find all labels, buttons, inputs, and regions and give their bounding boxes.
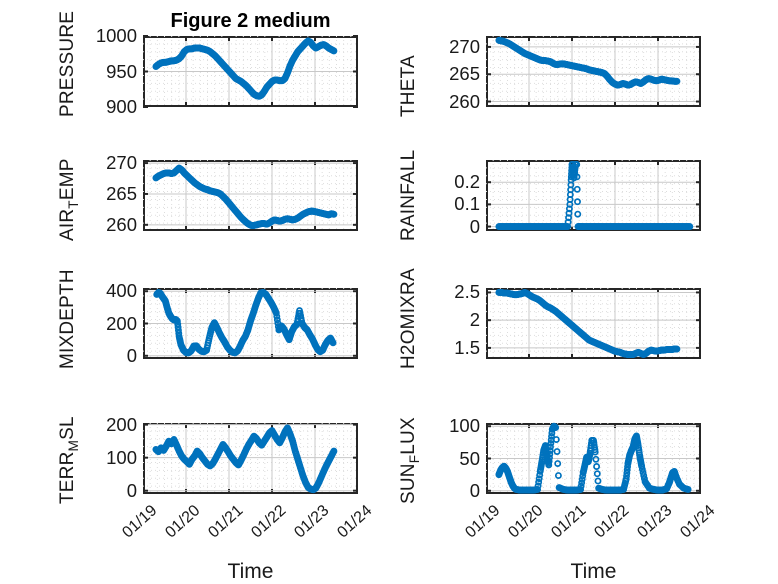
data-series-air_temp — [152, 164, 338, 229]
y-tick-label: 0.1 — [454, 193, 480, 215]
y-axis-label-text: SUNFLUX — [398, 417, 422, 504]
y-tick-label: 900 — [106, 96, 137, 117]
x-axis-label: Time — [570, 560, 617, 583]
data-series-sun_flux — [495, 422, 692, 494]
plot-canvas — [143, 160, 358, 231]
plot-area — [143, 160, 358, 231]
y-axis-label: SUNFLUX — [398, 417, 422, 504]
plot-area — [486, 160, 701, 231]
y-tick-label: 0 — [469, 215, 480, 237]
figure-title: Figure 2 medium — [170, 10, 331, 32]
plot-canvas — [143, 35, 358, 108]
y-tick-label: 265 — [106, 182, 137, 204]
data-series-mixdepth — [153, 289, 337, 357]
y-tick-label: 950 — [106, 60, 137, 82]
y-tick-label: 100 — [449, 415, 480, 437]
x-axis-label: Time — [227, 560, 274, 583]
data-series-theta — [495, 36, 681, 89]
y-tick-label: 400 — [106, 280, 137, 302]
plot-canvas — [486, 288, 701, 359]
y-tick-label: 260 — [106, 213, 137, 235]
data-series-pressure — [152, 37, 338, 100]
data-series-h2omixra — [495, 288, 681, 359]
plot-canvas — [143, 288, 358, 359]
y-tick-label: 260 — [449, 90, 480, 112]
y-tick-label: 0 — [126, 344, 137, 366]
plot-canvas — [486, 36, 701, 107]
y-tick-label: 200 — [106, 312, 137, 334]
y-tick-label: 50 — [459, 447, 480, 469]
y-tick-label: 0 — [469, 479, 480, 501]
plot-canvas — [486, 160, 701, 231]
y-tick-label: 0.2 — [454, 171, 480, 193]
y-tick-label: 100 — [106, 446, 137, 468]
y-tick-label: 2.5 — [454, 281, 480, 303]
y-tick-label: 1000 — [95, 25, 137, 46]
data-series-terr_msl — [152, 424, 338, 494]
y-tick-label: 1.5 — [454, 336, 480, 358]
y-tick-label: 265 — [449, 63, 480, 85]
plot-canvas — [486, 422, 701, 494]
y-tick-label: 270 — [449, 35, 480, 57]
y-tick-label: 270 — [106, 152, 137, 174]
y-tick-label: 2 — [469, 309, 480, 331]
y-tick-label: 0 — [126, 479, 137, 501]
plot-canvas — [143, 423, 358, 494]
y-tick-label: 200 — [106, 413, 137, 435]
data-series-rainfall — [495, 160, 694, 231]
